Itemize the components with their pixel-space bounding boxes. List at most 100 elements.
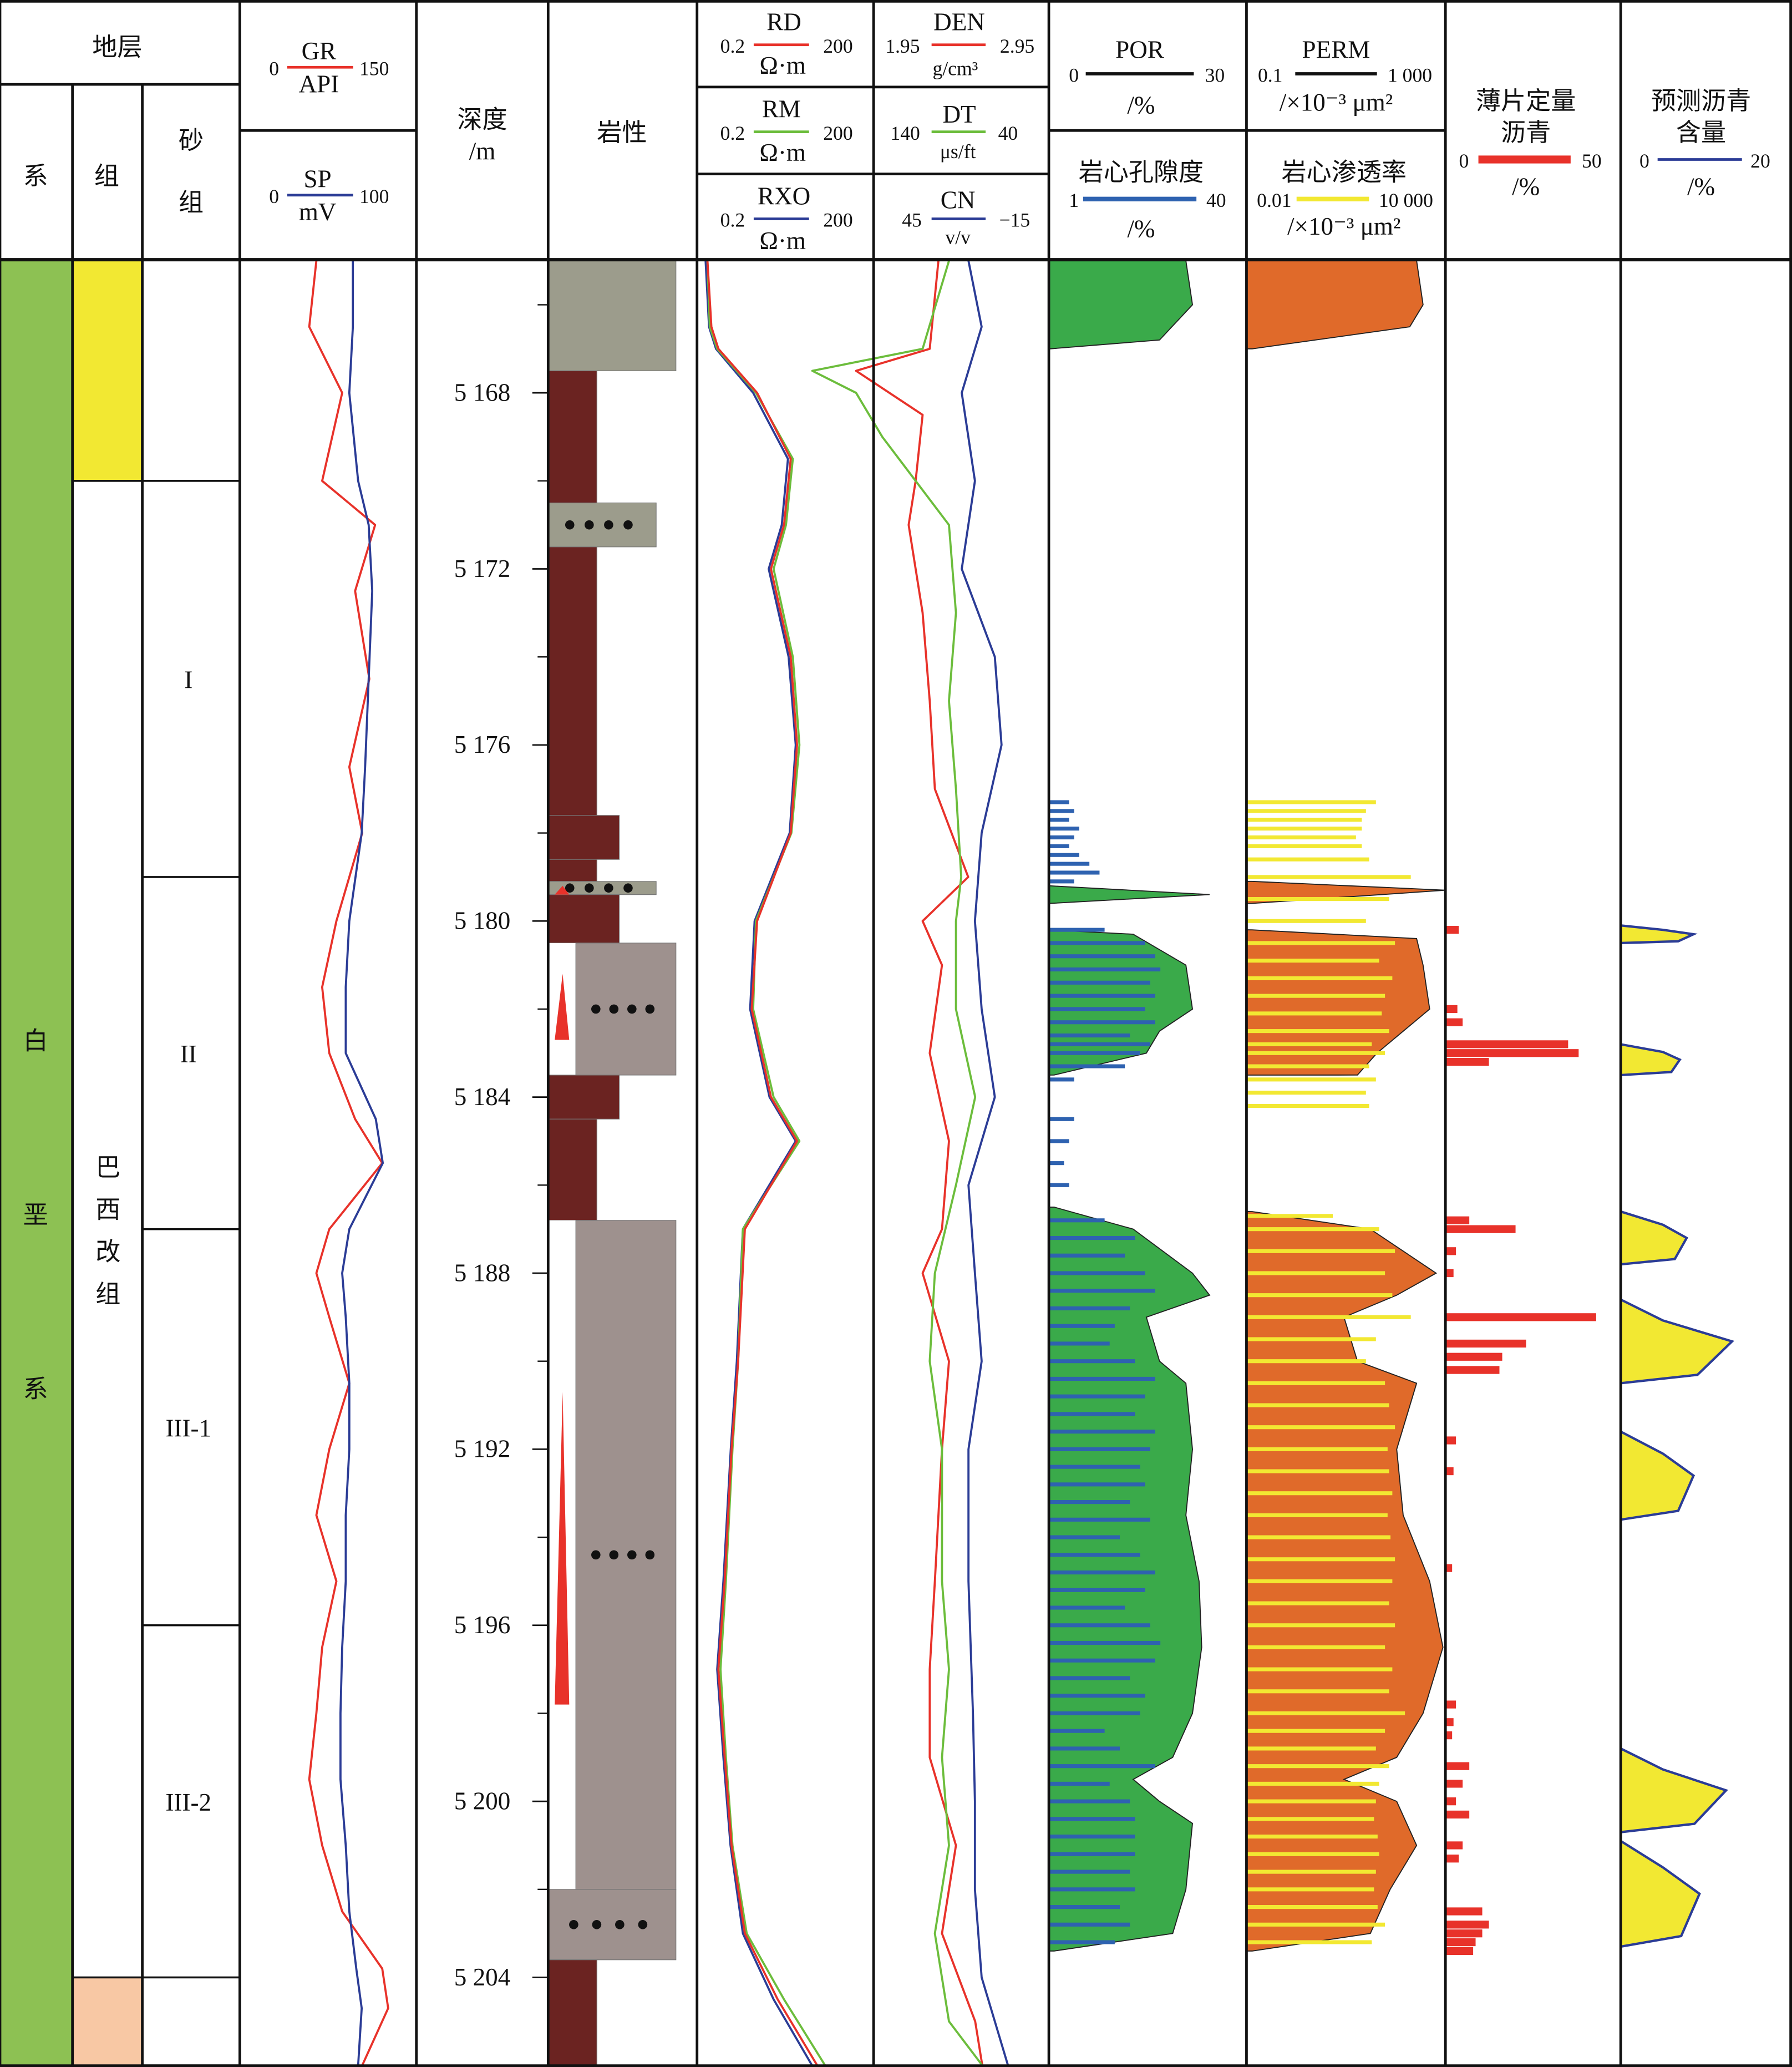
depth-label: 5 196 bbox=[454, 1611, 511, 1639]
sand-dot bbox=[615, 1919, 625, 1929]
core-permeability-bar bbox=[1246, 1835, 1378, 1839]
sp-min: 0 bbox=[269, 185, 279, 207]
system-header: 系 bbox=[23, 161, 48, 191]
thin-section-label-2: 沥青 bbox=[1501, 118, 1551, 147]
thin-section-asphalt-bar bbox=[1445, 1929, 1483, 1938]
thin-section-asphalt-bar bbox=[1445, 1339, 1526, 1348]
core-permeability-bar bbox=[1246, 1799, 1376, 1803]
sand-group-label: I bbox=[184, 666, 192, 693]
gr-unit: API bbox=[299, 70, 339, 98]
core-permeability-bar bbox=[1246, 1064, 1369, 1068]
core-porosity-bar bbox=[1049, 1694, 1145, 1698]
core-permeability-bar bbox=[1246, 1535, 1391, 1539]
core-permeability-bar bbox=[1246, 1103, 1369, 1108]
core-permeability-bar bbox=[1246, 1940, 1372, 1944]
sand-dot bbox=[585, 883, 594, 893]
core-permeability-bar bbox=[1246, 1817, 1374, 1821]
thin-section-asphalt-bar bbox=[1445, 1762, 1470, 1770]
core-porosity-bar bbox=[1049, 980, 1150, 985]
rm-max: 200 bbox=[823, 122, 852, 144]
core-permeability-bar bbox=[1246, 1403, 1389, 1407]
system-column bbox=[0, 260, 73, 2067]
header: 地层 系 组 砂 组 GR 0 150 API SP 0 100 mV 深度 /… bbox=[23, 8, 1770, 255]
lithology-sandstone bbox=[575, 1220, 677, 1890]
core-porosity-bar bbox=[1049, 1482, 1145, 1487]
core-perm-min: 0.01 bbox=[1257, 189, 1291, 211]
thin-section-asphalt-bar bbox=[1445, 1938, 1476, 1947]
rd-max: 200 bbox=[823, 35, 852, 57]
dt-max: 40 bbox=[998, 122, 1018, 144]
sand-group-label: III-2 bbox=[165, 1789, 211, 1816]
core-permeability-bar bbox=[1246, 800, 1376, 804]
sp-curve bbox=[339, 261, 384, 2066]
sand-dot bbox=[623, 520, 633, 530]
core-permeability-bar bbox=[1246, 1870, 1376, 1874]
core-porosity-bar bbox=[1049, 1324, 1115, 1328]
rxo-label: RXO bbox=[758, 182, 810, 210]
core-porosity-bar bbox=[1049, 1887, 1135, 1892]
core-porosity-bar bbox=[1049, 1007, 1145, 1011]
sand-dot bbox=[585, 520, 594, 530]
thin-section-asphalt-bar bbox=[1445, 1366, 1500, 1374]
core-permeability-bar bbox=[1246, 1042, 1372, 1046]
core-porosity-bar bbox=[1049, 1517, 1150, 1522]
den-label: DEN bbox=[933, 8, 985, 36]
dt-label: DT bbox=[942, 100, 976, 128]
core-permeability-bar bbox=[1246, 1491, 1393, 1496]
fining-upward-triangle bbox=[555, 885, 570, 895]
core-permeability-bar bbox=[1246, 1645, 1385, 1649]
formation-label: 西 bbox=[95, 1195, 120, 1224]
core-permeability-bar bbox=[1246, 1887, 1374, 1892]
core-permeability-bar bbox=[1246, 1447, 1388, 1451]
sp-label: SP bbox=[303, 165, 331, 192]
thin-section-asphalt-bar bbox=[1445, 1058, 1489, 1066]
core-porosity-bar bbox=[1049, 1922, 1130, 1927]
thin-section-asphalt-bar bbox=[1445, 1564, 1453, 1572]
core-porosity-bar bbox=[1049, 879, 1074, 884]
por-max: 30 bbox=[1205, 64, 1225, 86]
rxo-unit: Ω·m bbox=[759, 227, 806, 255]
lithology-gray-sandstone bbox=[547, 1889, 677, 1960]
core-porosity-bar bbox=[1049, 1394, 1145, 1399]
core-permeability-bar bbox=[1246, 1315, 1411, 1319]
core-porosity-bar bbox=[1049, 1033, 1130, 1038]
thin-section-asphalt-bar bbox=[1445, 1947, 1474, 1955]
depth-header: 深度 bbox=[457, 104, 507, 134]
lithology-pebbly-siltstone bbox=[547, 502, 657, 548]
core-porosity-bar bbox=[1049, 1064, 1125, 1068]
core-porosity-bar bbox=[1049, 1359, 1135, 1364]
core-porosity-bar bbox=[1049, 1835, 1135, 1839]
sand-dot bbox=[592, 1919, 602, 1929]
lithology-mudstone bbox=[547, 370, 597, 816]
lithology-silty-mudstone bbox=[547, 894, 620, 944]
sand-dot bbox=[645, 1004, 655, 1014]
fining-upward-triangle bbox=[555, 974, 570, 1040]
dt-unit: μs/ft bbox=[940, 140, 976, 163]
strata-header: 地层 bbox=[92, 32, 142, 62]
por-min: 0 bbox=[1069, 64, 1079, 86]
depth-label: 5 184 bbox=[454, 1083, 511, 1111]
core-porosity-bar bbox=[1049, 1676, 1130, 1680]
rxo-min: 0.2 bbox=[720, 209, 745, 231]
formation-above bbox=[72, 261, 143, 481]
core-porosity-bar bbox=[1049, 1553, 1140, 1557]
core-permeability-bar bbox=[1246, 1469, 1389, 1473]
core-permeability-bar bbox=[1246, 994, 1385, 998]
thin-section-asphalt-bar bbox=[1445, 1269, 1454, 1278]
core-permeability-bar bbox=[1246, 1214, 1333, 1218]
thin-section-asphalt-bar bbox=[1445, 1718, 1454, 1726]
thin-section-asphalt-bar bbox=[1445, 1841, 1463, 1850]
gr-label: GR bbox=[302, 37, 337, 65]
core-permeability-bar bbox=[1246, 1029, 1389, 1034]
core-por-unit: /% bbox=[1127, 215, 1155, 243]
depth-label: 5 168 bbox=[454, 378, 511, 406]
thin-section-asphalt-bar bbox=[1445, 1700, 1456, 1709]
thin-section-asphalt-bar bbox=[1445, 1810, 1470, 1819]
lithology-mudstone bbox=[547, 1118, 597, 1221]
core-porosity-bar bbox=[1049, 954, 1155, 959]
core-porosity-bar bbox=[1049, 967, 1161, 972]
core-permeability-bar bbox=[1246, 1425, 1395, 1430]
core-porosity-bar bbox=[1049, 1465, 1140, 1469]
sp-unit: mV bbox=[299, 198, 337, 226]
formation-label: 改 bbox=[95, 1237, 120, 1266]
